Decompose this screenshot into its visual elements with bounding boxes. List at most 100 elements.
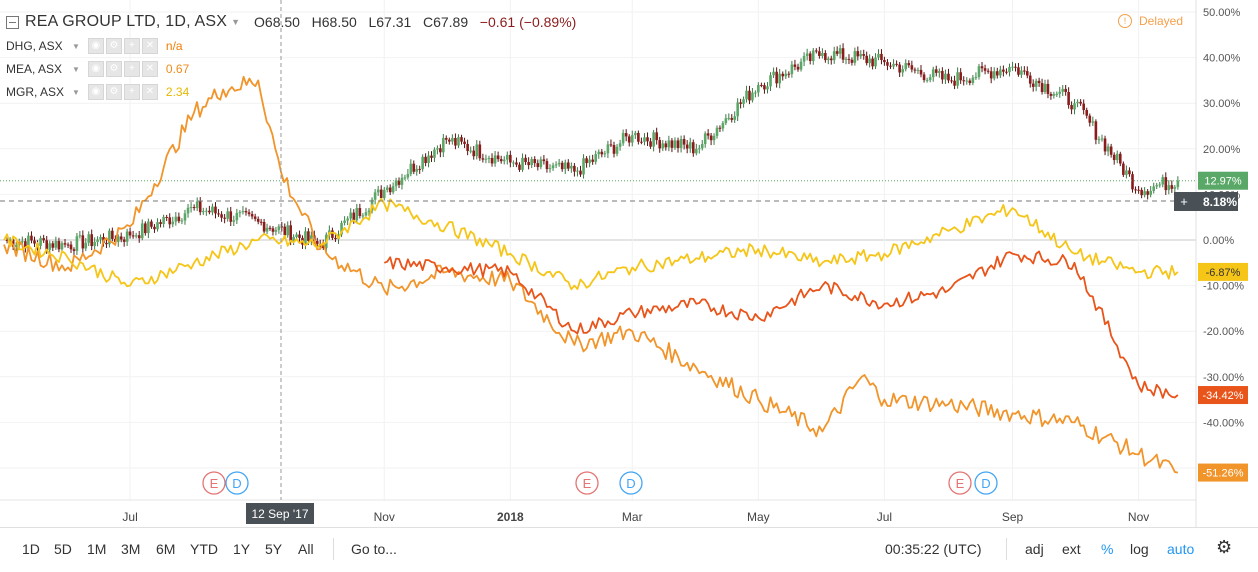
- candle-body: [688, 142, 692, 149]
- candle-body: [111, 230, 114, 239]
- candle-body: [1146, 191, 1149, 195]
- candle-body: [832, 51, 836, 61]
- candle-body: [1143, 191, 1146, 196]
- candle-body: [609, 144, 613, 146]
- candle-body: [90, 234, 93, 247]
- candle-body: [1040, 83, 1044, 93]
- chevron-down-icon[interactable]: ▼: [231, 17, 241, 27]
- candle-body: [406, 173, 410, 178]
- delayed-badge[interactable]: ! Delayed: [1118, 14, 1183, 28]
- candle-body: [174, 216, 178, 222]
- candle-body: [721, 123, 725, 129]
- candle-body: [886, 62, 889, 66]
- delayed-label: Delayed: [1139, 14, 1184, 28]
- candle-body: [45, 240, 49, 250]
- range-1d[interactable]: 1D: [22, 541, 40, 557]
- candle-body: [545, 161, 549, 170]
- candle-body: [140, 223, 144, 239]
- candle-body: [295, 234, 298, 238]
- chevron-down-icon[interactable]: ▼: [72, 87, 80, 97]
- compare-symbol[interactable]: MGR, ASX: [6, 85, 65, 99]
- close-icon[interactable]: ✕: [141, 84, 158, 100]
- close-icon[interactable]: ✕: [141, 61, 158, 77]
- auto-scale-toggle[interactable]: auto: [1167, 541, 1195, 557]
- goto-button[interactable]: Go to...: [351, 541, 397, 557]
- eye-icon[interactable]: ◉: [87, 61, 104, 77]
- candle-body: [1137, 189, 1140, 191]
- candle-body: [292, 237, 295, 242]
- candle-body: [679, 139, 683, 148]
- candle-body: [1052, 94, 1056, 96]
- log-scale-toggle[interactable]: log: [1130, 541, 1149, 557]
- close-icon[interactable]: ✕: [141, 38, 158, 54]
- eye-icon[interactable]: ◉: [87, 84, 104, 100]
- candle-body: [524, 157, 527, 163]
- candle-body: [850, 59, 854, 63]
- series-layer: [0, 43, 1196, 474]
- plus-icon[interactable]: +: [123, 84, 140, 100]
- y-tick-label: -10.00%: [1203, 281, 1244, 293]
- adjust-toggle[interactable]: adj: [1025, 541, 1044, 557]
- candle-body: [211, 206, 214, 213]
- candle-body: [751, 92, 754, 101]
- collapse-icon[interactable]: [6, 15, 19, 29]
- candle-body: [557, 162, 561, 165]
- series-line: [3, 197, 1179, 291]
- candle-body: [634, 132, 637, 136]
- percent-scale-toggle[interactable]: %: [1101, 541, 1114, 557]
- chevron-down-icon[interactable]: ▼: [72, 41, 80, 51]
- compare-row: DHG, ASX ▼ ◉ ⚙ + ✕ n/a: [6, 38, 183, 54]
- candle-body: [730, 118, 734, 120]
- candle-body: [974, 76, 978, 78]
- candle-body: [195, 201, 199, 209]
- candle-body: [742, 99, 745, 104]
- candle-body: [1008, 67, 1011, 73]
- event-label: E: [583, 476, 592, 491]
- candle-body: [256, 218, 260, 222]
- candle-body: [415, 168, 419, 172]
- range-1y[interactable]: 1Y: [233, 541, 251, 557]
- candle-body: [1005, 71, 1008, 73]
- range-1m[interactable]: 1M: [87, 541, 107, 557]
- candle-body: [457, 137, 460, 146]
- candle-body: [108, 230, 111, 245]
- extended-hours-toggle[interactable]: ext: [1062, 541, 1081, 557]
- series-line: [383, 250, 1179, 399]
- candle-body: [566, 162, 570, 169]
- range-all[interactable]: All: [298, 541, 314, 557]
- dividend-event-marker: [619, 471, 643, 495]
- crosshair-date-label: 12 Sep '17: [251, 507, 308, 521]
- range-5d[interactable]: 5D: [54, 541, 72, 557]
- candle-body: [1155, 185, 1159, 187]
- range-3m[interactable]: 3M: [121, 541, 141, 557]
- candle-body: [597, 151, 601, 155]
- gear-icon[interactable]: ⚙: [105, 61, 122, 77]
- bottom-toolbar: 1D 5D 1M 3M 6M YTD 1Y 5Y All Go to... 00…: [0, 527, 1258, 572]
- candle-body: [811, 50, 815, 61]
- gear-icon[interactable]: ⚙: [1216, 537, 1233, 557]
- candle-body: [841, 48, 845, 60]
- plus-icon[interactable]: +: [123, 61, 140, 77]
- candle-body: [515, 162, 518, 165]
- plus-icon[interactable]: +: [123, 38, 140, 54]
- gear-icon[interactable]: ⚙: [105, 38, 122, 54]
- candle-body: [551, 165, 555, 169]
- event-label: E: [956, 476, 965, 491]
- range-ytd[interactable]: YTD: [190, 541, 218, 557]
- clock-label[interactable]: 00:35:22 (UTC): [885, 541, 982, 557]
- compare-symbol[interactable]: DHG, ASX: [6, 39, 63, 53]
- candle-body: [959, 72, 962, 81]
- candle-body: [733, 116, 737, 120]
- gear-icon[interactable]: ⚙: [105, 84, 122, 100]
- range-6m[interactable]: 6M: [156, 541, 176, 557]
- chevron-down-icon[interactable]: ▼: [72, 64, 80, 74]
- eye-icon[interactable]: ◉: [87, 38, 104, 54]
- candle-body: [989, 71, 993, 79]
- symbol-title[interactable]: REA GROUP LTD, 1D, ASX: [25, 13, 228, 30]
- range-5y[interactable]: 5Y: [265, 541, 283, 557]
- candle-body: [463, 141, 466, 144]
- candle-body: [624, 133, 628, 137]
- plus-icon[interactable]: +: [1180, 194, 1188, 209]
- compare-symbol[interactable]: MEA, ASX: [6, 62, 63, 76]
